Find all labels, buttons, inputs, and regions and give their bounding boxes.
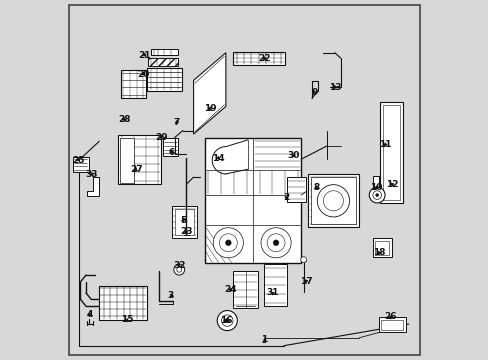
Circle shape (368, 187, 384, 203)
Polygon shape (87, 177, 99, 196)
Polygon shape (120, 138, 134, 183)
Text: 30: 30 (287, 151, 300, 160)
Polygon shape (172, 206, 197, 238)
Text: 6: 6 (168, 148, 175, 157)
Polygon shape (118, 135, 161, 184)
Text: 7: 7 (173, 118, 179, 127)
Text: 1: 1 (261, 335, 267, 344)
Polygon shape (204, 138, 301, 263)
Polygon shape (381, 320, 402, 330)
Polygon shape (147, 68, 182, 91)
Polygon shape (174, 210, 194, 234)
Text: 8: 8 (312, 183, 319, 192)
Text: 20: 20 (137, 70, 149, 79)
Circle shape (317, 185, 349, 217)
Text: 26: 26 (384, 312, 396, 321)
Text: 11: 11 (378, 140, 390, 149)
Polygon shape (233, 271, 258, 309)
Text: 9: 9 (310, 87, 317, 96)
Circle shape (174, 264, 184, 275)
Text: 24: 24 (224, 285, 237, 294)
Polygon shape (310, 177, 355, 224)
Text: 23: 23 (180, 228, 192, 237)
Circle shape (323, 191, 343, 211)
Text: 21: 21 (138, 51, 151, 60)
Circle shape (176, 267, 182, 272)
Text: 12: 12 (385, 180, 398, 189)
Polygon shape (308, 174, 358, 227)
Circle shape (372, 191, 381, 199)
Polygon shape (379, 102, 402, 203)
Circle shape (273, 240, 278, 246)
Polygon shape (286, 177, 305, 202)
Polygon shape (382, 105, 399, 200)
Circle shape (224, 319, 229, 323)
Polygon shape (150, 49, 178, 55)
Circle shape (217, 311, 237, 330)
Circle shape (213, 228, 243, 258)
Text: 14: 14 (212, 154, 224, 163)
Polygon shape (193, 53, 225, 134)
Text: 15: 15 (121, 315, 133, 324)
Text: 2: 2 (283, 193, 289, 202)
Text: 22: 22 (258, 54, 270, 63)
Polygon shape (163, 138, 178, 156)
Text: 32: 32 (173, 261, 185, 270)
Polygon shape (99, 286, 147, 320)
Text: 16: 16 (219, 316, 232, 325)
Text: 4: 4 (86, 310, 93, 319)
Text: 25: 25 (72, 156, 85, 165)
Text: 13: 13 (328, 83, 341, 92)
Polygon shape (148, 58, 178, 66)
Text: 5: 5 (180, 216, 186, 225)
Polygon shape (73, 157, 88, 172)
Circle shape (219, 234, 237, 252)
Text: 10: 10 (369, 183, 382, 192)
Polygon shape (378, 317, 405, 332)
Text: 33: 33 (86, 170, 98, 179)
Text: 27: 27 (130, 166, 142, 175)
Text: 28: 28 (118, 115, 130, 124)
Polygon shape (233, 51, 284, 64)
Circle shape (225, 240, 231, 246)
Circle shape (300, 257, 306, 262)
Polygon shape (372, 238, 391, 257)
Polygon shape (372, 176, 378, 194)
Circle shape (375, 194, 378, 197)
Text: 3: 3 (167, 291, 174, 300)
Text: 31: 31 (265, 288, 278, 297)
Text: 19: 19 (203, 104, 216, 113)
Polygon shape (264, 264, 286, 306)
Circle shape (266, 234, 285, 252)
Text: 17: 17 (299, 276, 312, 285)
Polygon shape (121, 69, 145, 98)
Polygon shape (375, 241, 388, 255)
Text: 18: 18 (372, 248, 385, 257)
Circle shape (261, 228, 290, 258)
Text: 29: 29 (155, 133, 167, 142)
Circle shape (221, 315, 233, 326)
